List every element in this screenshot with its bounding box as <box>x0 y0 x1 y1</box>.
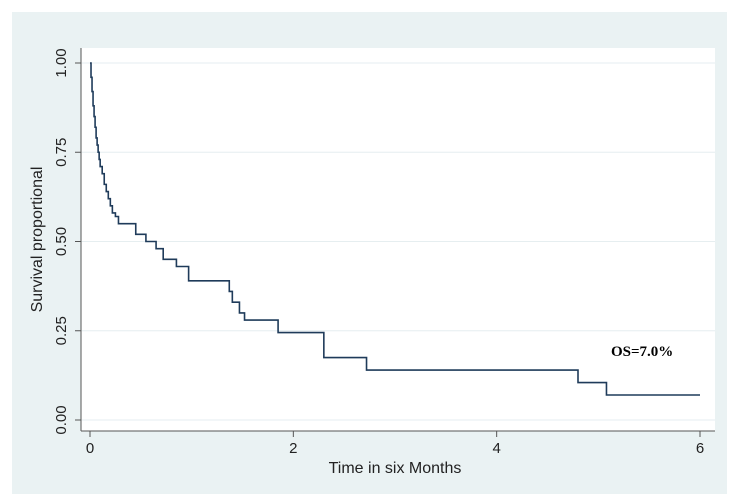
x-axis-title: Time in six Months <box>329 460 462 477</box>
y-tick-label: 0.50 <box>53 227 70 256</box>
y-axis: 0.00 0.25 0.50 0.75 1.00 <box>53 48 82 435</box>
x-axis: 0 2 4 6 <box>81 430 715 457</box>
os-annotation: OS=7.0% <box>611 344 673 360</box>
x-tick-label: 2 <box>289 440 297 457</box>
x-tick-label: 4 <box>492 440 500 457</box>
x-tick-label: 6 <box>696 440 704 457</box>
series-layer <box>90 62 700 396</box>
grid-lines <box>81 62 715 421</box>
y-axis-title: Survival proportional <box>29 167 46 313</box>
y-tick-label: 0.00 <box>53 405 70 434</box>
x-tick-label: 0 <box>86 440 94 457</box>
survival-curve <box>90 62 700 396</box>
plot-area <box>81 48 715 431</box>
y-tick-label: 0.75 <box>53 138 70 167</box>
y-tick-label: 0.25 <box>53 316 70 345</box>
y-tick-label: 1.00 <box>53 48 70 77</box>
